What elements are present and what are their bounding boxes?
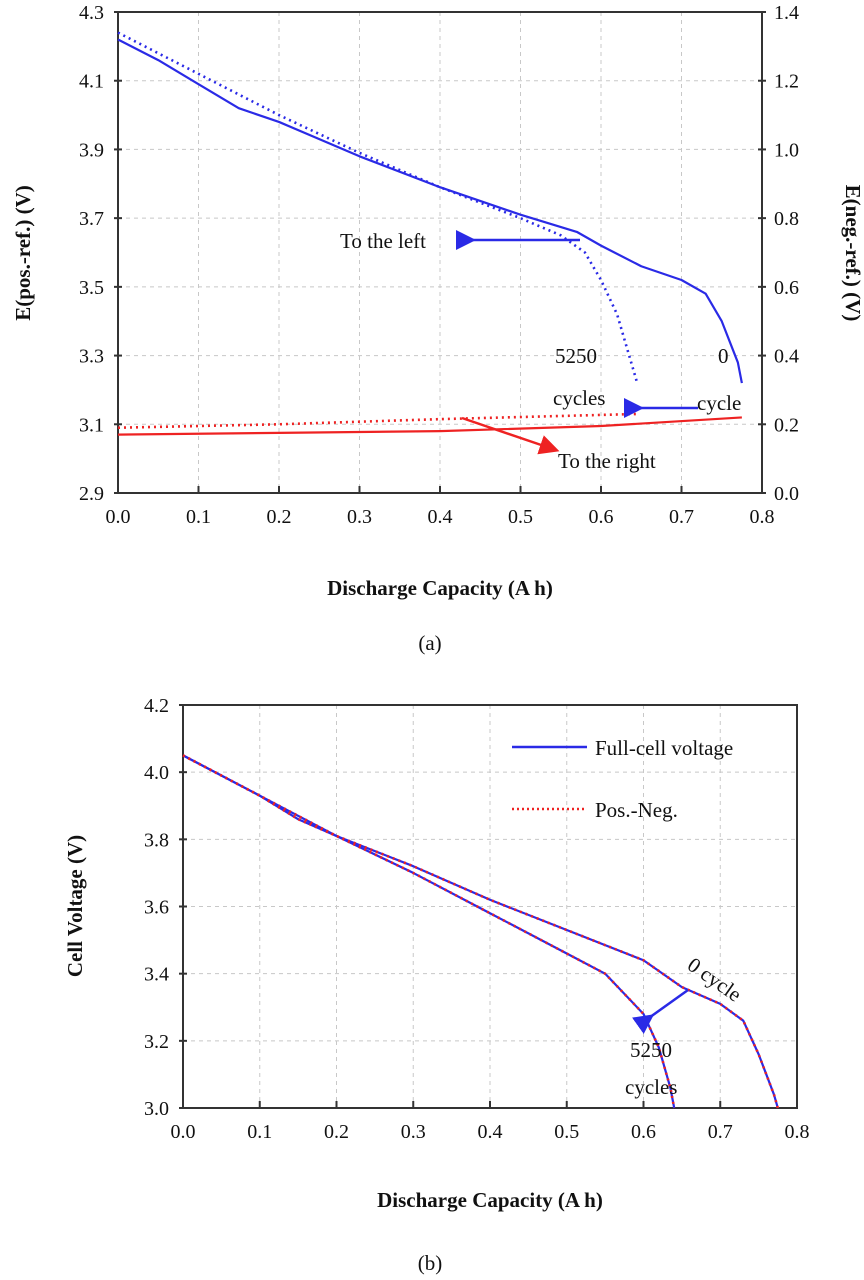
x-axis-label-a: Discharge Capacity (A h): [327, 576, 553, 600]
x-tick-label: 0.7: [708, 1121, 733, 1143]
y-tick-label: 3.4: [144, 964, 169, 986]
y-tick-label: 3.2: [144, 1031, 169, 1053]
y2-tick-label: 1.0: [774, 139, 799, 161]
x-tick-label: 0.3: [401, 1121, 426, 1143]
x-tick-label: 0.7: [669, 506, 694, 528]
annotation-5250: 5250: [555, 344, 597, 368]
x-tick-label: 0.5: [554, 1121, 579, 1143]
y2-tick-label: 0.8: [774, 208, 799, 230]
arrow-capacity-fade: [632, 988, 689, 1034]
x-tick-label: 0.5: [508, 506, 533, 528]
x-tick-label: 0.2: [324, 1121, 349, 1143]
annotation-cycle: cycle: [697, 391, 741, 415]
y-tick-label: 4.3: [79, 2, 104, 24]
caption-a: (a): [418, 631, 441, 655]
series-line-full-cell-voltage-0-cycle: [182, 754, 779, 1109]
legend-label-pos-neg: Pos.-Neg.: [595, 798, 678, 822]
y-axis-label-a: E(pos.-ref.) (V): [11, 185, 35, 321]
caption-b: (b): [418, 1251, 443, 1275]
series-line-negative-5250-cycles: [117, 412, 638, 430]
chart-a: 0.0 0.1 0.2 0.3 0.4 0.5 0.6 0.7 0.8 2.9 3.1 3.3 3.5 3…: [79, 2, 799, 528]
x-tick-label: 0.8: [750, 506, 775, 528]
y-tick-label: 3.3: [79, 346, 104, 368]
chart-b: 0.0 0.1 0.2 0.3 0.4 0.5 0.6 0.7 0.8 3.0 3.2 3.4 3.6 3…: [144, 695, 810, 1143]
y2-tick-label: 0.0: [774, 483, 799, 505]
series-line-positive-0-cycle: [117, 38, 743, 384]
arrow-to-the-right: [461, 416, 560, 455]
x-tick-label: 0.2: [267, 506, 292, 528]
annotation-cycles: cycles: [553, 386, 605, 410]
y-tick-label: 4.2: [144, 695, 169, 717]
plot-frame: [182, 704, 798, 1109]
y-tick-label: 3.0: [144, 1098, 169, 1120]
y2-axis-label-a: E(neg.-ref.) (V): [841, 185, 864, 322]
x-tick-label: 0.0: [106, 506, 131, 528]
y-tick-label: 3.9: [79, 139, 104, 161]
series-line-positive-5250-cycles: [117, 31, 639, 384]
y2-tick-label: 1.2: [774, 71, 799, 93]
y-tick-label: 3.8: [144, 829, 169, 851]
y-tick-label: 3.1: [79, 414, 104, 436]
y-tick-label: 3.7: [79, 208, 104, 230]
y-tick-label: 2.9: [79, 483, 104, 505]
x-tick-label: 0.3: [347, 506, 372, 528]
x-tick-label: 0.0: [171, 1121, 196, 1143]
x-tick-label: 0.4: [478, 1121, 503, 1143]
y2-tick-label: 0.2: [774, 414, 799, 436]
plot-frame: [117, 11, 763, 494]
y-tick-label: 3.6: [144, 897, 169, 919]
legend-label-full-cell: Full-cell voltage: [595, 736, 733, 760]
annotation-0-cycle: 0 cycle: [683, 952, 746, 1006]
y2-tick-label: 0.6: [774, 277, 799, 299]
annotation-5250: 5250: [630, 1038, 672, 1062]
series-line-pos-neg-5250-cycles: [182, 754, 676, 1109]
annotation-to-the-left: To the left: [340, 229, 426, 253]
x-tick-label: 0.1: [186, 506, 211, 528]
x-tick-label: 0.6: [631, 1121, 656, 1143]
y-axis-label-b: Cell Voltage (V): [63, 835, 87, 977]
x-axis-label-b: Discharge Capacity (A h): [377, 1188, 603, 1212]
annotation-to-the-right: To the right: [558, 449, 656, 473]
y2-tick-label: 1.4: [774, 2, 799, 24]
annotation-0: 0: [718, 344, 729, 368]
series-line-negative-0-cycle: [117, 416, 742, 436]
x-tick-label: 0.1: [247, 1121, 272, 1143]
series-line-pos-neg-0-cycle: [182, 754, 780, 1109]
x-tick-label: 0.8: [785, 1121, 810, 1143]
y-tick-label: 4.0: [144, 762, 169, 784]
y-tick-label: 3.5: [79, 277, 104, 299]
y-tick-label: 4.1: [79, 71, 104, 93]
y2-tick-label: 0.4: [774, 346, 799, 368]
x-tick-label: 0.6: [589, 506, 614, 528]
annotation-cycles: cycles: [625, 1075, 677, 1099]
x-tick-label: 0.4: [428, 506, 453, 528]
